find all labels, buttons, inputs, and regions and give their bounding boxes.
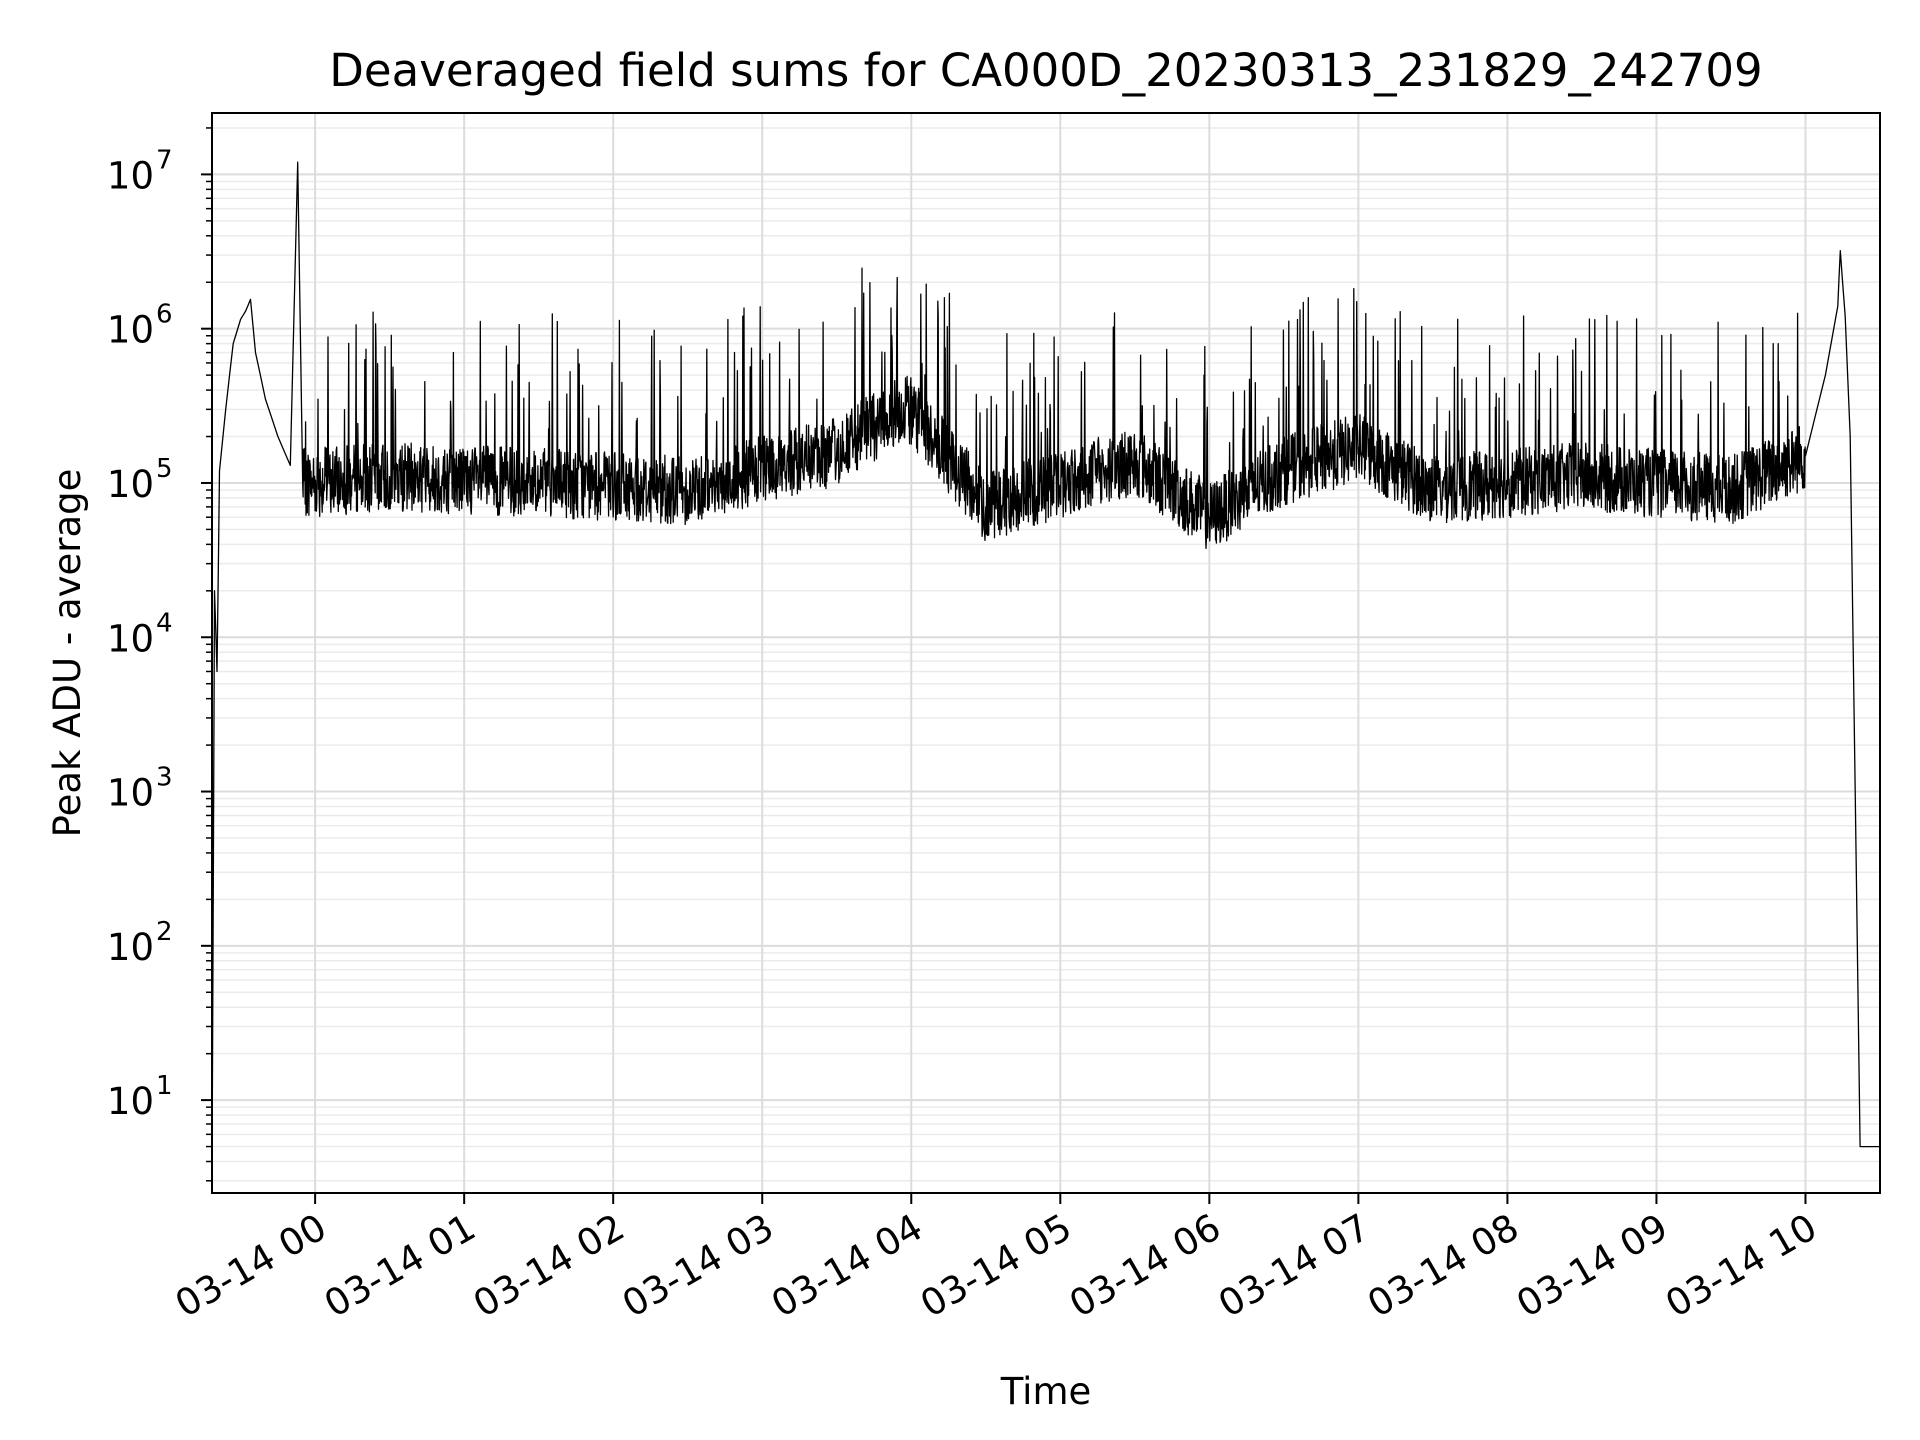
y-tick-label: 10 [107,772,154,815]
series-line [211,161,1880,1181]
y-tick-label: 10 [107,154,154,197]
y-axis-label: Peak ADU - average [46,469,89,838]
series-layer [211,161,1880,1181]
y-tick-exponent: 6 [156,300,173,330]
plot-frame [211,112,1881,1194]
y-tick-exponent: 3 [156,763,173,793]
y-tick-exponent: 7 [156,145,173,175]
y-tick-label: 10 [107,1080,154,1123]
y-tick-label: 10 [107,926,154,969]
y-tick-label: 10 [107,617,154,660]
y-tick-label: 10 [107,463,154,506]
y-tick-exponent: 5 [156,454,173,484]
y-tick-exponent: 4 [156,608,173,638]
x-axis-label: Time [1000,1370,1092,1413]
chart-title: Deaveraged field sums for CA000D_2023031… [329,44,1762,97]
y-tick-exponent: 2 [156,917,173,947]
y-tick-label: 10 [107,309,154,352]
y-tick-exponent: 1 [156,1071,173,1101]
grid-lines [212,113,1880,1193]
